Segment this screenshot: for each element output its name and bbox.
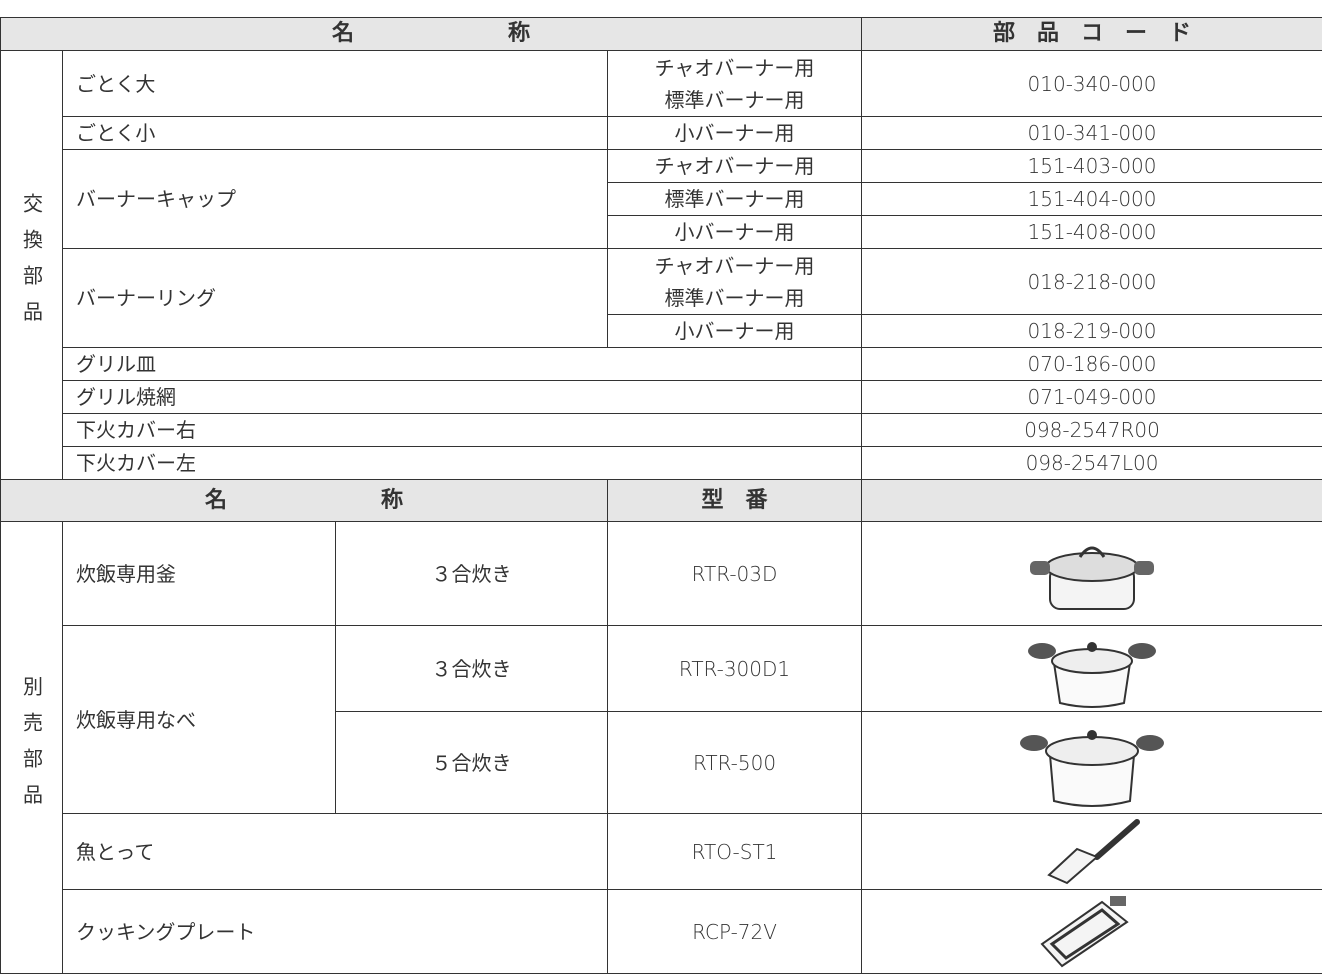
part-model: RTR-500 (606, 711, 863, 814)
part-capacity: ３合炊き (335, 521, 608, 626)
part-use: 小バーナー用 (606, 314, 863, 348)
table-row: 下火カバー左 098-2547L00 (1, 446, 1322, 480)
part-code: 010-340-000 (861, 50, 1322, 117)
text-line: チャオバーナー用 (654, 253, 815, 278)
part-name: クッキングプレート (62, 889, 608, 974)
part-model: RTR-300D1 (606, 625, 863, 712)
table-row: 交換部品 ごとく大 チャオバーナー用 標準バーナー用 010-340-000 (0, 50, 1322, 480)
table-row: 炊飯専用なべ ３合炊き RTR-300D1 (1, 625, 1322, 814)
part-use: 標準バーナー用 (606, 182, 863, 216)
text-line: 小バーナー用 (674, 319, 795, 343)
table-row: ごとく小 小バーナー用 010-341-000 (1, 116, 1322, 150)
table-row: グリル焼網 071-049-000 (1, 380, 1322, 414)
part-image (861, 889, 1322, 974)
text-line: チャオバーナー用 (654, 55, 815, 80)
text-line: 標準バーナー用 (664, 87, 805, 112)
part-image (861, 521, 1322, 626)
fish-turner-icon (1047, 818, 1141, 884)
part-use: チャオバーナー用 (606, 149, 863, 183)
part-code: 098-2547R00 (861, 413, 1322, 447)
header-blank (861, 479, 1322, 522)
part-image (861, 711, 1322, 814)
part-capacity: ５合炊き (335, 711, 608, 814)
part-name: 炊飯専用なべ (62, 625, 336, 814)
part-name: 魚とって (62, 813, 608, 890)
part-model: RCP-72V (606, 889, 863, 974)
header-name: 名 称 (0, 17, 863, 51)
part-image (861, 813, 1322, 890)
part-code: 151-403-000 (861, 149, 1322, 183)
part-name: ごとく大 (62, 50, 608, 117)
header-code: 部 品 コ ー ド (861, 17, 1322, 51)
part-code: 070-186-000 (861, 347, 1322, 381)
part-capacity: ３合炊き (335, 625, 608, 712)
text-line: 標準バーナー用 (664, 187, 805, 211)
table-row: 名 称部 品 コ ー ド (0, 17, 1322, 51)
table-row: 名 称型 番 (0, 479, 1322, 522)
part-name: 下火カバー右 (61, 413, 863, 447)
part-name: 下火カバー左 (61, 446, 863, 480)
part-code: 098-2547L00 (861, 446, 1322, 480)
part-code: 010-341-000 (861, 116, 1322, 150)
part-use: チャオバーナー用 標準バーナー用 (606, 50, 863, 117)
parts-table-wrap: 名 称部 品 コ ー ド交換部品 ごとく大 チャオバーナー用 標準バーナー用 010-3… (0, 17, 1322, 974)
table-row: バーナーキャップ チャオバーナー用 151-403-000 (1, 149, 1322, 249)
part-name: ごとく小 (62, 116, 608, 150)
part-use: 小バーナー用 (606, 215, 863, 249)
part-name: 炊飯専用釜 (62, 521, 336, 626)
table-row: バーナーリング チャオバーナー用 標準バーナー用 018-218-000 (1, 248, 1322, 348)
table-row: ５合炊き RTR-500 (1, 711, 1322, 814)
table-row: グリル皿 070-186-000 (1, 347, 1322, 381)
header-model: 型 番 (606, 479, 863, 522)
part-name: バーナーリング (62, 248, 608, 348)
part-code: 018-218-000 (861, 248, 1322, 315)
rice-pot-icon (1028, 641, 1157, 708)
section-label: 交換部品 (0, 50, 63, 480)
part-code: 151-404-000 (861, 182, 1322, 216)
table-row: クッキングプレート RCP-72V (1, 889, 1322, 974)
part-model: RTR-03D (606, 521, 863, 626)
table-row: 下火カバー右 098-2547R00 (1, 413, 1322, 447)
text-line: チャオバーナー用 (654, 154, 815, 178)
text-line: 小バーナー用 (674, 220, 795, 244)
part-use: チャオバーナー用 標準バーナー用 (606, 248, 863, 315)
text-line: 標準バーナー用 (664, 285, 805, 310)
rice-pot-icon (1020, 729, 1165, 807)
part-model: RTO-ST1 (606, 813, 863, 890)
part-code: 071-049-000 (861, 380, 1322, 414)
part-image (861, 625, 1322, 712)
part-name: バーナーキャップ (62, 149, 608, 249)
header-name: 名 称 (0, 479, 608, 522)
parts-table: 名 称部 品 コ ー ド交換部品 ごとく大 チャオバーナー用 標準バーナー用 010-3… (0, 17, 1322, 974)
part-use: 小バーナー用 (606, 116, 863, 150)
cooking-plate-icon (1040, 895, 1129, 967)
rice-pot-icon (1030, 546, 1155, 610)
part-name: グリル焼網 (61, 380, 863, 414)
table-row: 別売部品 炊飯専用釜 ３合炊き RTR-03D (0, 521, 1322, 974)
table-row: 標準バーナー用 151-404-000 (1, 182, 1322, 216)
table-row: 魚とって RTO-ST1 (1, 813, 1322, 890)
part-code: 018-219-000 (861, 314, 1322, 348)
part-name: グリル皿 (61, 347, 863, 381)
part-code: 151-408-000 (861, 215, 1322, 249)
text-line: 小バーナー用 (674, 121, 795, 145)
section-label: 別売部品 (0, 521, 63, 974)
